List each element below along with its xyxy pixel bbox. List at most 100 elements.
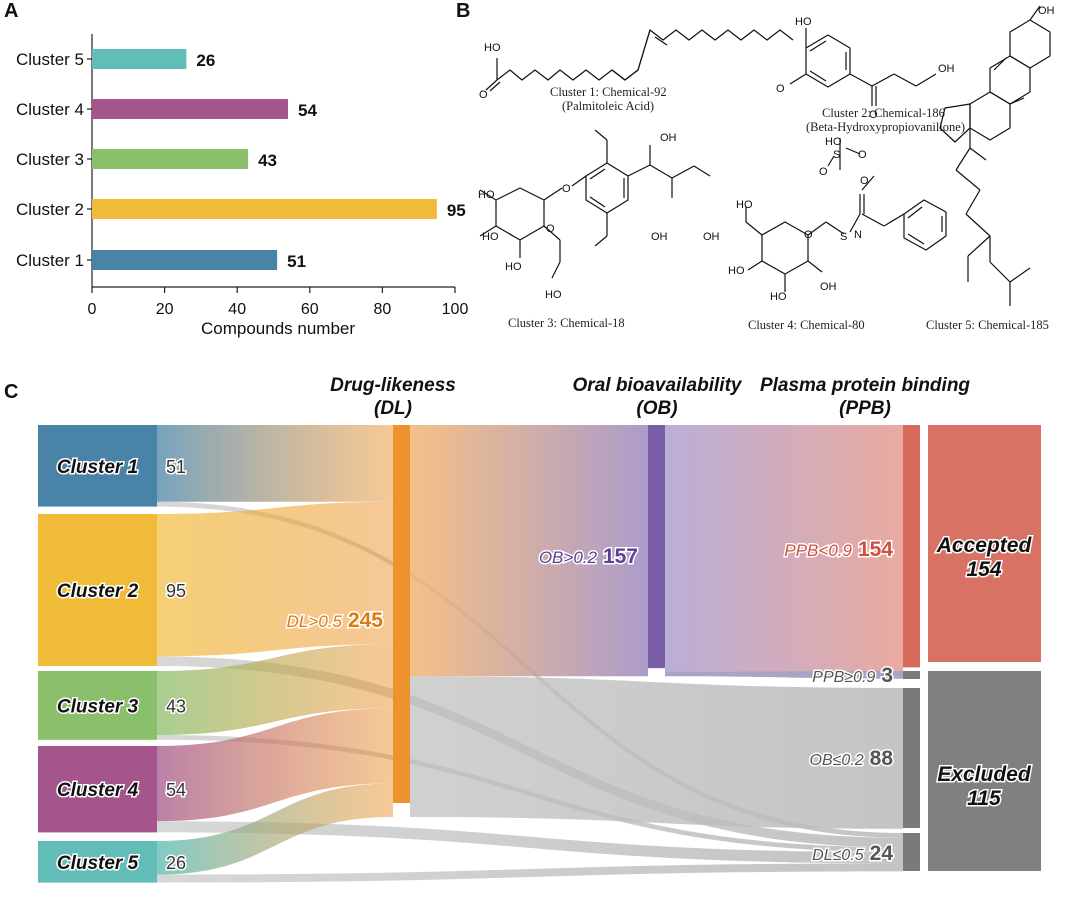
panel-label-a: A bbox=[4, 0, 18, 22]
svg-text:OH: OH bbox=[820, 281, 837, 293]
svg-text:HO: HO bbox=[478, 189, 495, 201]
bar-3 bbox=[92, 149, 249, 169]
flow-dl-to-ob bbox=[410, 425, 648, 677]
stage-count: 157 bbox=[603, 545, 638, 568]
node-value: 43 bbox=[166, 696, 186, 716]
svg-text:OH: OH bbox=[703, 231, 720, 243]
flow-cluster-3-to-dl bbox=[157, 644, 393, 735]
bar-4 bbox=[92, 99, 289, 119]
svg-text:O: O bbox=[562, 183, 571, 195]
stage-criterion: DL>0.5 bbox=[287, 612, 343, 631]
panel-label-c: C bbox=[4, 381, 18, 403]
structure-caption: Cluster 3: Chemical-18 bbox=[508, 316, 625, 330]
node-ppb bbox=[903, 425, 920, 668]
structure-chemical-186: HO O O OH bbox=[776, 16, 955, 121]
stage-header: Plasma protein binding bbox=[760, 375, 970, 396]
flow-cluster-4-to-dl bbox=[157, 708, 393, 822]
y-tick-label: Cluster 4 bbox=[16, 100, 84, 119]
node-ppb-reject bbox=[903, 671, 920, 679]
node-cluster-3 bbox=[38, 671, 157, 740]
node-value: 51 bbox=[166, 457, 186, 477]
svg-text:HO: HO bbox=[736, 199, 753, 211]
svg-text:OH: OH bbox=[938, 63, 955, 75]
accepted-label: Accepted bbox=[936, 534, 1033, 557]
svg-text:HO: HO bbox=[505, 261, 522, 273]
node-label: Cluster 2 bbox=[57, 581, 139, 602]
accepted-value: 154 bbox=[966, 558, 1001, 581]
node-value: 26 bbox=[166, 853, 186, 873]
node-value: 54 bbox=[166, 780, 186, 800]
structure-caption: Cluster 1: Chemical-92 bbox=[550, 85, 667, 99]
flow-cluster-5-to-dl bbox=[157, 783, 393, 875]
node-cluster-2 bbox=[38, 514, 157, 666]
stage-criterion: PPB≥0.9 bbox=[812, 669, 875, 686]
panel-label-b: B bbox=[456, 0, 470, 22]
svg-text:HO: HO bbox=[825, 136, 842, 148]
bar-value-label: 51 bbox=[287, 252, 306, 271]
flow-cluster-1-to-dl bbox=[157, 425, 393, 502]
x-axis-label: Compounds number bbox=[201, 319, 355, 338]
stage-criterion: OB≤0.2 bbox=[810, 752, 864, 769]
svg-text:O: O bbox=[776, 83, 785, 95]
x-tick-label: 100 bbox=[442, 301, 469, 318]
svg-text:HO: HO bbox=[482, 231, 499, 243]
svg-text:HO: HO bbox=[795, 16, 812, 28]
bar-value-label: 54 bbox=[298, 101, 317, 120]
structure-caption: (Palmitoleic Acid) bbox=[562, 99, 654, 113]
node-dl bbox=[393, 425, 410, 803]
svg-text:O: O bbox=[546, 223, 555, 235]
flow-cluster-2-to-dl bbox=[157, 501, 393, 657]
node-dl-reject bbox=[903, 833, 920, 871]
flow-ob-to-ppb-reject bbox=[665, 671, 903, 679]
structure-chemical-80: HO S O O O N S O HO HO HO OH bbox=[728, 136, 947, 303]
stage-criterion: OB>0.2 bbox=[539, 548, 598, 567]
stage-count: 24 bbox=[870, 842, 894, 865]
svg-text:HO: HO bbox=[545, 289, 562, 301]
y-tick-label: Cluster 1 bbox=[16, 251, 84, 270]
bar-value-label: 43 bbox=[258, 151, 277, 170]
x-tick-label: 80 bbox=[374, 301, 392, 318]
svg-text:O: O bbox=[858, 149, 867, 161]
node-cluster-1 bbox=[38, 425, 157, 507]
stage-header: (PPB) bbox=[839, 398, 891, 419]
node-cluster-4 bbox=[38, 746, 157, 833]
structure-chemical-185: OH bbox=[939, 5, 1055, 306]
stage-criterion: DL≤0.5 bbox=[812, 847, 864, 864]
svg-text:O: O bbox=[819, 166, 828, 178]
flow-cluster-5-to-dl-reject bbox=[157, 863, 903, 883]
node-ob-reject bbox=[903, 688, 920, 828]
svg-text:O: O bbox=[869, 109, 878, 121]
bar-chart: Cluster 1 51 Cluster 2 95 Cluster 3 43 Cluster… bbox=[16, 34, 468, 338]
svg-text:O: O bbox=[860, 175, 869, 187]
x-tick-label: 0 bbox=[88, 301, 97, 318]
node-cluster-5 bbox=[38, 841, 157, 883]
bar-5 bbox=[92, 49, 187, 69]
svg-text:N: N bbox=[854, 229, 862, 241]
stage-header: (OB) bbox=[636, 398, 677, 419]
node-label: Cluster 4 bbox=[57, 780, 139, 801]
sankey-chart: Cluster 1 51 Cluster 2 95 Cluster 3 43 Cluster… bbox=[38, 375, 1041, 883]
bar-value-label: 26 bbox=[196, 51, 215, 70]
svg-text:OH: OH bbox=[1038, 5, 1055, 17]
stage-count: 88 bbox=[870, 747, 894, 770]
x-tick-label: 40 bbox=[228, 301, 246, 318]
y-tick-label: Cluster 3 bbox=[16, 150, 84, 169]
node-accepted bbox=[928, 425, 1041, 662]
structure-caption: Cluster 5: Chemical-185 bbox=[926, 318, 1049, 332]
bar-value-label: 95 bbox=[447, 201, 466, 220]
stage-count: 245 bbox=[348, 609, 383, 632]
structure-caption: (Beta-Hydroxypropiovanillone) bbox=[806, 120, 965, 134]
stage-header: (DL) bbox=[374, 398, 412, 419]
svg-text:O: O bbox=[479, 89, 488, 101]
structure-caption: Cluster 2: Chemical-186 bbox=[822, 106, 945, 120]
y-tick-label: Cluster 5 bbox=[16, 50, 84, 69]
x-tick-label: 60 bbox=[301, 301, 319, 318]
svg-text:S: S bbox=[833, 149, 840, 161]
svg-text:O: O bbox=[804, 229, 813, 241]
node-value: 95 bbox=[166, 581, 186, 601]
bar-2 bbox=[92, 199, 437, 219]
bar-1 bbox=[92, 250, 278, 270]
structure-caption: Cluster 4: Chemical-80 bbox=[748, 318, 865, 332]
flow-cluster-4-to-dl-reject bbox=[157, 821, 903, 864]
